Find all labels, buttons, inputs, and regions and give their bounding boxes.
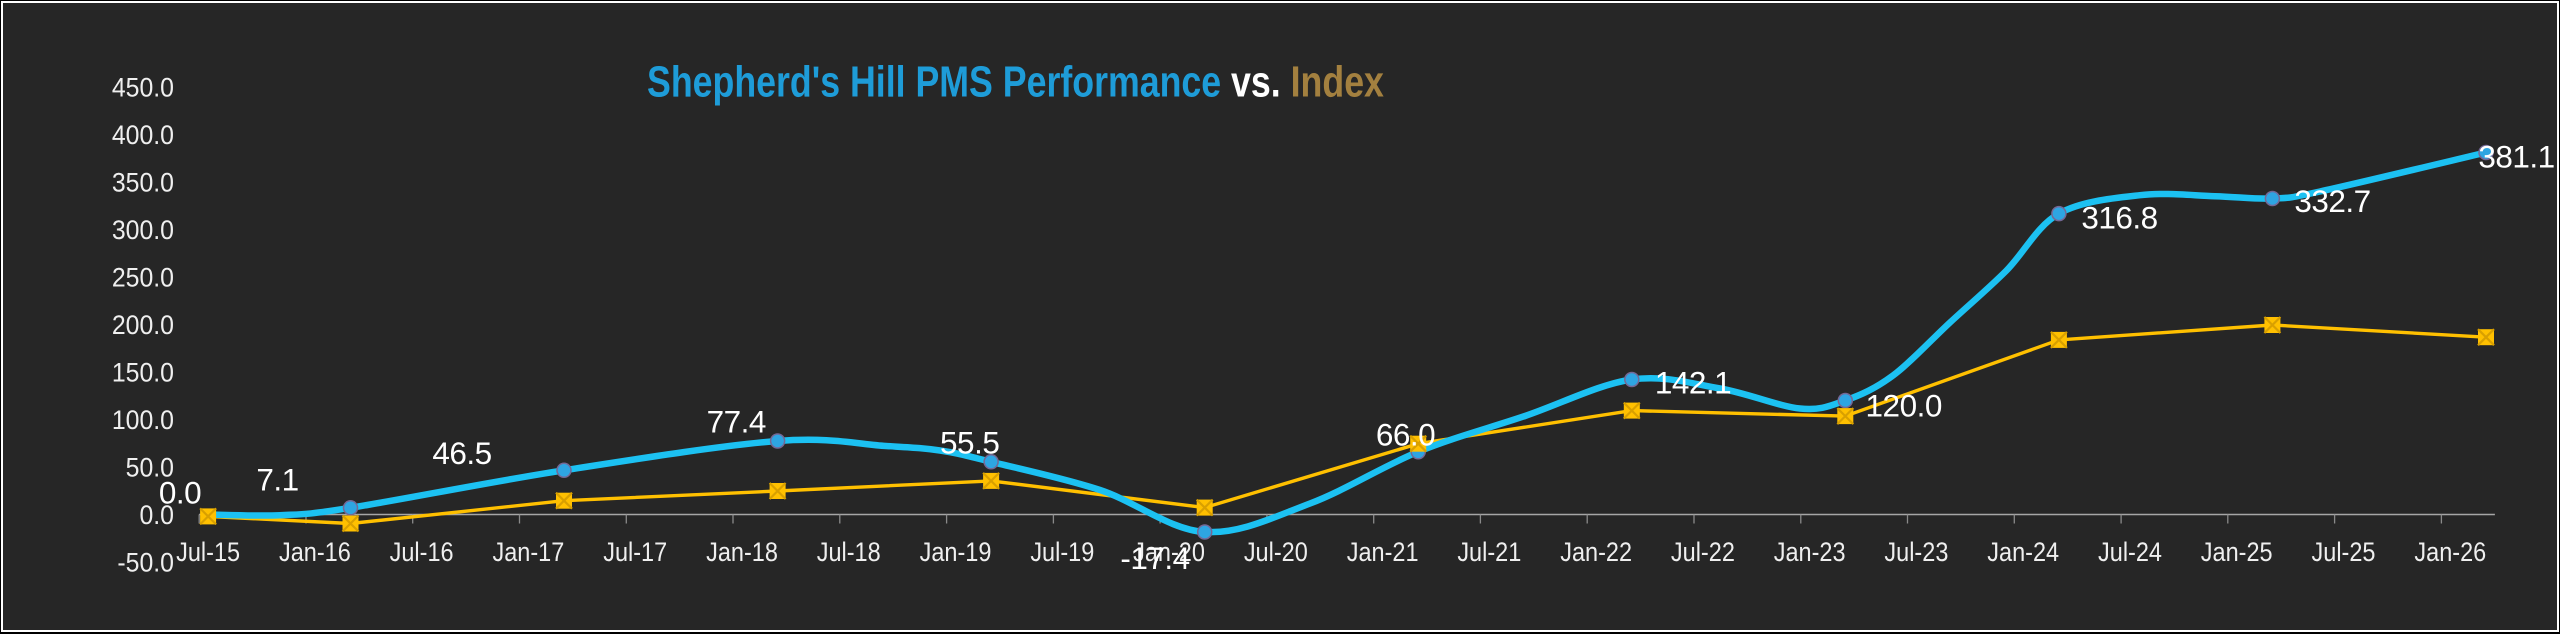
svg-text:200.0: 200.0 (112, 311, 174, 340)
svg-text:120.0: 120.0 (1866, 387, 1942, 423)
svg-text:316.8: 316.8 (2081, 199, 2157, 235)
svg-text:Jul-22: Jul-22 (1671, 537, 1735, 567)
svg-text:0.0: 0.0 (139, 501, 174, 530)
svg-text:Jan-26: Jan-26 (2414, 537, 2486, 567)
svg-text:Jul-16: Jul-16 (390, 537, 454, 567)
svg-text:Jul-15: Jul-15 (176, 537, 240, 567)
svg-text:Jan-23: Jan-23 (1774, 537, 1846, 567)
svg-text:142.1: 142.1 (1655, 364, 1731, 400)
svg-text:381.1: 381.1 (2478, 138, 2554, 174)
svg-text:Jan-17: Jan-17 (492, 537, 564, 567)
svg-text:77.4: 77.4 (707, 403, 766, 439)
svg-text:450.0: 450.0 (112, 74, 174, 103)
svg-text:300.0: 300.0 (112, 216, 174, 245)
svg-text:Jan-19: Jan-19 (920, 537, 992, 567)
svg-text:Jan-20: Jan-20 (1133, 537, 1205, 567)
svg-text:7.1: 7.1 (256, 461, 298, 497)
svg-text:50.0: 50.0 (126, 454, 174, 483)
svg-text:Jan-16: Jan-16 (279, 537, 351, 567)
svg-text:332.7: 332.7 (2294, 183, 2370, 219)
svg-text:0.0: 0.0 (159, 475, 201, 511)
svg-text:Shepherd's Hill PMS Performanc: Shepherd's Hill PMS Performance vs. Inde… (647, 58, 1384, 106)
svg-text:-17.4: -17.4 (1120, 540, 1189, 576)
svg-text:Jul-25: Jul-25 (2312, 537, 2376, 567)
svg-text:250.0: 250.0 (112, 264, 174, 293)
svg-text:Jul-20: Jul-20 (1244, 537, 1308, 567)
svg-text:Jan-22: Jan-22 (1560, 537, 1632, 567)
svg-text:Jan-25: Jan-25 (2201, 537, 2273, 567)
svg-text:Jan-24: Jan-24 (1987, 537, 2059, 567)
svg-text:Jan-18: Jan-18 (706, 537, 778, 567)
svg-text:46.5: 46.5 (432, 435, 491, 471)
svg-text:Jul-24: Jul-24 (2098, 537, 2162, 567)
svg-text:150.0: 150.0 (112, 359, 174, 388)
svg-text:Jul-23: Jul-23 (1884, 537, 1948, 567)
svg-text:Jul-21: Jul-21 (1457, 537, 1521, 567)
svg-text:55.5: 55.5 (940, 425, 999, 461)
svg-text:400.0: 400.0 (112, 121, 174, 150)
svg-text:350.0: 350.0 (112, 169, 174, 198)
svg-text:Jul-19: Jul-19 (1030, 537, 1094, 567)
svg-text:Jul-17: Jul-17 (603, 537, 667, 567)
svg-text:100.0: 100.0 (112, 406, 174, 435)
svg-text:-50.0: -50.0 (117, 549, 174, 578)
svg-text:66.0: 66.0 (1376, 416, 1435, 452)
svg-text:Jan-21: Jan-21 (1347, 537, 1419, 567)
svg-text:Jul-18: Jul-18 (817, 537, 881, 567)
